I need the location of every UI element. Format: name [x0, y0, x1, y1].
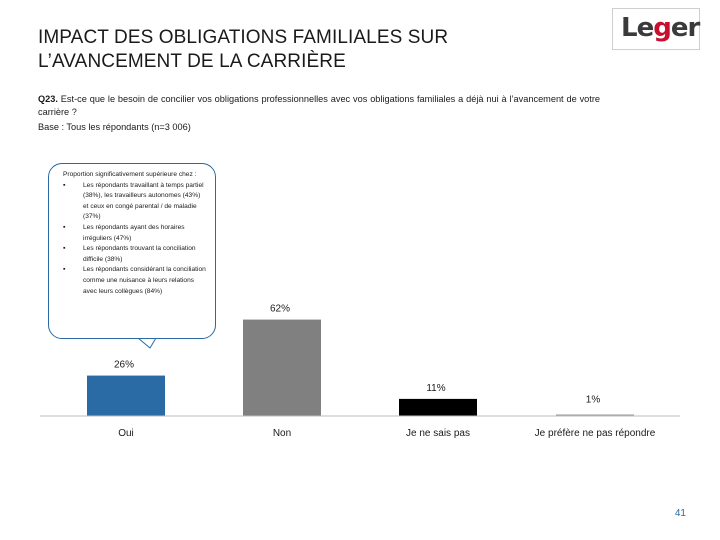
- data-label-3: 11%: [426, 383, 445, 394]
- logo-text: Leger: [621, 13, 700, 43]
- question-body: Est-ce que le besoin de concilier vos ob…: [38, 94, 600, 117]
- callout-item: Les répondants travaillant à temps parti…: [63, 181, 207, 223]
- bar-4: [556, 414, 634, 416]
- callout-list: Les répondants travaillant à temps parti…: [63, 181, 207, 298]
- logo-text-g: g: [653, 13, 672, 43]
- callout-item: Les répondants trouvant la conciliation …: [63, 244, 207, 265]
- title-line-2: L’AVANCEMENT DE LA CARRIÈRE: [38, 51, 346, 72]
- category-label-3: Je ne sais pas: [406, 428, 470, 439]
- question-code: Q23.: [38, 94, 58, 104]
- bar-2: [243, 319, 321, 416]
- category-label-2: Non: [273, 428, 291, 439]
- callout-box: Proportion significativement supérieure …: [48, 163, 216, 339]
- logo-text-b: er: [670, 13, 700, 43]
- data-label-1: 26%: [114, 360, 134, 371]
- category-label-1: Oui: [118, 428, 134, 439]
- data-label-2: 62%: [270, 304, 290, 315]
- page-title: IMPACT DES OBLIGATIONS FAMILIALES SUR L’…: [38, 26, 578, 74]
- callout-intro: Proportion significativement supérieure …: [63, 171, 197, 178]
- bar-3: [399, 398, 477, 416]
- category-label-4: Je préfère ne pas répondre: [535, 428, 656, 439]
- bar-1: [87, 375, 165, 416]
- page-number: 41: [674, 508, 686, 519]
- base-note: Base : Tous les répondants (n=3 006): [38, 122, 191, 132]
- leger-logo: Leger: [612, 8, 700, 50]
- data-labels: 26% 62% 11% 1%: [114, 304, 600, 406]
- callout-item: Les répondants ayant des horaires irrégu…: [63, 223, 207, 244]
- title-line-1: IMPACT DES OBLIGATIONS FAMILIALES SUR: [38, 27, 449, 48]
- data-label-4: 1%: [586, 394, 601, 405]
- callout-tail: [137, 337, 157, 349]
- logo-text-a: Le: [621, 13, 654, 43]
- callout-item: Les répondants considérant la conciliati…: [63, 265, 207, 297]
- question-text: Q23. Est-ce que le besoin de concilier v…: [38, 93, 600, 119]
- category-labels: Oui Non Je ne sais pas Je préfère ne pas ré…: [118, 428, 656, 439]
- bar-series: [87, 319, 634, 416]
